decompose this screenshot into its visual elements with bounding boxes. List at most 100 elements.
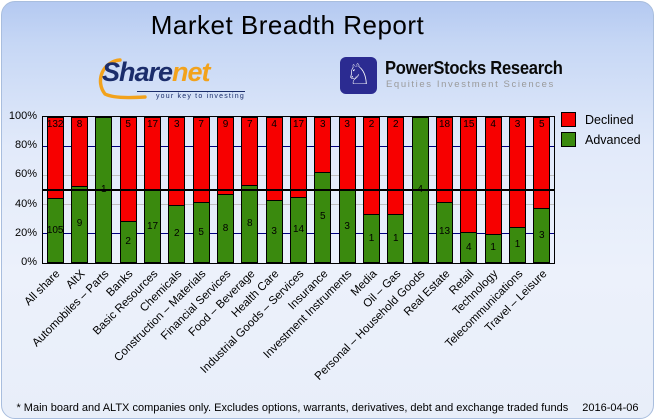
chess-knight-icon: ♘ (340, 57, 377, 94)
bar-segment-declined: 3 (509, 117, 526, 227)
bar-segment-advanced: 8 (217, 194, 234, 263)
bar-value-declined: 17 (146, 119, 159, 130)
bar-segment-declined: 3 (168, 117, 186, 205)
bar-segment-declined: 7 (241, 117, 259, 186)
bar-segment-advanced: 3 (338, 190, 356, 263)
powerstocks-wordmark: PowerStocks Research (385, 58, 563, 78)
midline-50pct (43, 189, 554, 191)
legend-entry-declined: Declined (561, 112, 641, 127)
bar-value-declined: 9 (222, 119, 229, 130)
bar-value-declined: 7 (247, 119, 253, 130)
chart-legend: Declined Advanced (561, 112, 641, 152)
bar-segment-declined: 3 (314, 117, 332, 172)
plot-area: 1321058915217173275987843171435332121418… (42, 116, 555, 264)
bar-value-advanced: 2 (125, 236, 131, 248)
bar-segment-advanced: 8 (241, 185, 259, 263)
bar-segment-advanced: 3 (533, 208, 551, 263)
bar-value-declined: 15 (463, 119, 475, 130)
y-axis-label: 60% (14, 168, 37, 181)
bar-segment-advanced: 105 (46, 198, 64, 263)
bar-value-declined: 18 (438, 119, 451, 130)
bar-value-declined: 7 (198, 119, 204, 130)
bar-value-advanced: 1 (490, 242, 496, 254)
sharenet-tagline-rule (137, 91, 245, 92)
bar-value-declined: 3 (174, 119, 180, 130)
bar-value-advanced: 13 (438, 226, 451, 238)
bar-value-advanced: 1 (368, 232, 375, 244)
bar-segment-declined: 8 (71, 117, 88, 186)
bar-segment-declined: 7 (192, 117, 210, 203)
footer: * Main board and ALTX companies only. Ex… (0, 402, 655, 414)
bar-value-advanced: 5 (198, 226, 204, 238)
y-axis-label: 80% (14, 139, 37, 152)
bar-segment-advanced: 3 (265, 200, 283, 263)
bar-value-advanced: 14 (292, 224, 305, 236)
bar-segment-advanced: 1 (484, 233, 502, 263)
bar-value-advanced: 17 (146, 220, 159, 232)
bar-value-advanced: 1 (393, 232, 399, 244)
y-axis-label: 0% (21, 256, 37, 268)
bar-value-advanced: 1 (514, 238, 521, 250)
bar-value-advanced: 3 (344, 220, 350, 232)
legend-entry-advanced: Advanced (561, 132, 641, 147)
bar-value-advanced: 105 (46, 224, 64, 236)
legend-swatch-advanced (561, 132, 576, 147)
y-axis-label: 100% (8, 110, 37, 122)
bar-segment-declined: 5 (119, 117, 137, 222)
bar-Construction – Materials: 75 (192, 117, 210, 263)
legend-label-advanced: Advanced (585, 132, 641, 147)
bar-segment-advanced: 4 (460, 232, 478, 263)
sharenet-logo: Sharenet your key to investing (93, 56, 245, 102)
bar-value-advanced: 3 (271, 225, 277, 237)
bar-value-declined: 17 (292, 119, 305, 130)
powerstocks-tagline: Equities Investment Sciences (386, 79, 555, 90)
bar-segment-declined: 5 (533, 117, 551, 209)
bar-value-declined: 3 (344, 119, 350, 130)
bar-segment-declined: 132 (46, 117, 64, 199)
bar-segment-advanced: 14 (290, 197, 307, 263)
bar-segment-declined: 4 (484, 117, 502, 234)
bar-value-advanced: 9 (76, 218, 83, 230)
bar-value-declined: 2 (368, 119, 375, 130)
bar-Industrial Goods – Services: 17 14 (290, 117, 307, 263)
bar-value-declined: 8 (76, 119, 83, 130)
bar-Health Care: 43 (265, 117, 283, 263)
bar-value-advanced: 2 (174, 227, 180, 239)
bar-Investment Instruments: 33 (338, 117, 356, 263)
bar-value-declined: 4 (490, 119, 496, 130)
legend-label-declined: Declined (585, 112, 634, 127)
bar-segment-declined: 2 (387, 117, 405, 215)
bar-value-advanced: 8 (222, 222, 229, 234)
sharenet-wordmark: Sharenet (102, 57, 211, 87)
bar-segment-advanced: 1 (363, 214, 380, 263)
bar-segment-declined: 18 (436, 117, 453, 202)
bar-value-advanced: 4 (466, 241, 472, 253)
bar-Food – Beverage: 78 (241, 117, 259, 263)
bar-value-advanced: 5 (320, 211, 326, 223)
bar-Basic Resources: 17 17 (144, 117, 161, 263)
bar-segment-declined: 17 (290, 117, 307, 198)
bar-segment-declined: 17 (144, 117, 161, 190)
bar-segment-advanced: 13 (436, 201, 453, 263)
bar-segment-advanced: 2 (168, 204, 186, 263)
bar-value-declined: 3 (320, 119, 326, 130)
bar-segment-advanced: 5 (192, 202, 210, 263)
bar-value-declined: 5 (539, 119, 545, 130)
bar-segment-declined: 4 (265, 117, 283, 201)
bar-segment-advanced: 1 (387, 214, 405, 263)
bar-Retail: 15 4 (460, 117, 478, 263)
bar-segment-declined: 3 (338, 117, 356, 190)
y-axis-label: 40% (14, 197, 37, 210)
legend-swatch-declined (561, 112, 576, 127)
bar-value-declined: 3 (514, 119, 521, 130)
bar-value-advanced: 3 (539, 229, 545, 241)
sharenet-swoosh-icon (98, 58, 147, 100)
bar-value-advanced: 8 (247, 218, 253, 230)
bar-value-declined: 2 (393, 119, 399, 130)
bar-Financial Services: 98 (217, 117, 234, 263)
